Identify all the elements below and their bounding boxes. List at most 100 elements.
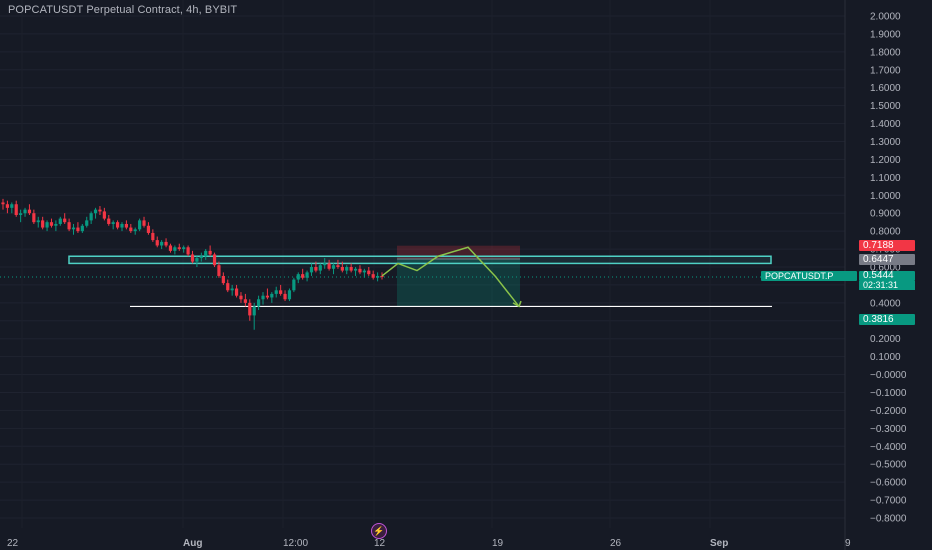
candle-body [199, 256, 203, 259]
stop-loss-price-tag: 0.7188 [859, 240, 915, 251]
candle-body [226, 283, 230, 291]
price-tick-label: −0.1000 [870, 388, 907, 399]
candle-body [358, 268, 362, 273]
price-tick-label: 1.7000 [870, 65, 901, 76]
candle-body [362, 270, 366, 273]
projection-layer [381, 246, 522, 308]
grid-lines [0, 0, 846, 550]
candle-body [327, 263, 331, 269]
candle-body [58, 218, 62, 224]
candle-body [371, 274, 375, 278]
lightning-icon[interactable]: ⚡ [371, 523, 387, 539]
candle-body [248, 302, 252, 316]
candle-body [261, 295, 265, 300]
candle-body [234, 288, 239, 296]
candle-body [296, 274, 300, 280]
candle-body [221, 275, 225, 284]
candle-body [292, 279, 296, 291]
candle-body [345, 267, 349, 271]
chart-title: POPCATUSDT Perpetual Contract, 4h, BYBIT [8, 4, 238, 16]
candle-body [195, 258, 199, 262]
price-tick-label: 1.3000 [870, 137, 901, 148]
candle-body [287, 290, 292, 300]
price-tick-label: −0.7000 [870, 496, 907, 507]
time-tick-label: 12 [374, 538, 386, 549]
candle-body [27, 209, 32, 214]
candle-body [186, 247, 190, 255]
price-tick-label: −0.6000 [870, 478, 907, 489]
candle-body [274, 290, 278, 294]
candle-body [98, 209, 102, 212]
candle-body [177, 247, 181, 250]
projection-arrowhead [512, 300, 522, 308]
candle-body [23, 209, 27, 214]
price-tick-label: 0.2000 [870, 334, 901, 345]
candle-body [102, 211, 106, 219]
candle-body [173, 247, 177, 251]
price-tick-label: 0.9000 [870, 209, 901, 220]
candle-body [283, 293, 287, 300]
time-tick-label: 12:00 [283, 538, 308, 549]
candle-body [190, 254, 195, 262]
candle-body [265, 295, 270, 298]
price-tick-label: 1.2000 [870, 155, 901, 166]
price-tick-label: −0.8000 [870, 514, 907, 525]
resistance-zone-box [68, 255, 772, 265]
candle-body [257, 299, 261, 307]
candle-body [155, 240, 159, 246]
candle-body [107, 218, 111, 224]
candle-body [217, 265, 221, 276]
candle-body [340, 267, 344, 271]
candle-body [111, 222, 115, 224]
candle-body [309, 267, 314, 273]
price-tick-label: 1.5000 [870, 101, 901, 112]
price-tick-label: 1.4000 [870, 119, 901, 130]
candle-body [41, 220, 45, 228]
candle-body [80, 225, 84, 232]
time-tick-label: 9 [845, 538, 851, 549]
candle-body [367, 270, 371, 275]
price-tick-label: 0.6000 [870, 263, 901, 274]
candle-body [54, 223, 58, 226]
candle-body [115, 222, 120, 228]
candle-body [349, 267, 353, 271]
price-tick-label: 2.0000 [870, 12, 901, 23]
candle-body [19, 213, 23, 216]
price-tick-label: 1.8000 [870, 47, 901, 58]
last-price-tag: 0.5444 [859, 271, 915, 281]
candle-body [305, 272, 309, 278]
time-axis[interactable]: 22 Aug 12:00 12 19 26 Sep 9 [7, 538, 851, 549]
candle-body [63, 218, 67, 223]
candle-body [279, 290, 283, 294]
candle-body [124, 223, 128, 228]
candle-body [160, 241, 164, 246]
price-tick-label: 1.0000 [870, 191, 901, 202]
candle-body [323, 263, 327, 266]
candle-body [138, 220, 142, 230]
candle-body [5, 204, 10, 208]
candle-body [270, 293, 274, 298]
candle-body [1, 202, 5, 205]
candle-body [243, 299, 247, 303]
candle-body [380, 275, 384, 278]
price-tick-label: 1.9000 [870, 29, 901, 40]
candle-body [76, 227, 80, 232]
candle-body [10, 204, 14, 208]
projection-path [381, 246, 520, 307]
short-position-target-zone [397, 258, 520, 307]
symbol-price-label: POPCATUSDT.P [761, 271, 857, 281]
candle-body [208, 250, 212, 255]
candle-body [301, 274, 305, 278]
time-tick-label: Aug [183, 538, 202, 549]
time-tick-label: 26 [610, 538, 622, 549]
candle-body [45, 222, 49, 228]
candles-layer [1, 198, 384, 330]
price-tick-label: 1.6000 [870, 83, 901, 94]
candle-body [89, 213, 93, 221]
candle-body [129, 227, 133, 232]
price-axis[interactable]: 2.0000 1.9000 1.8000 1.7000 1.6000 1.5000 1.40… [870, 12, 907, 525]
candle-body [14, 204, 18, 216]
candle-body [164, 241, 168, 246]
candle-body [120, 223, 124, 228]
price-tick-label: 0.4000 [870, 298, 901, 309]
